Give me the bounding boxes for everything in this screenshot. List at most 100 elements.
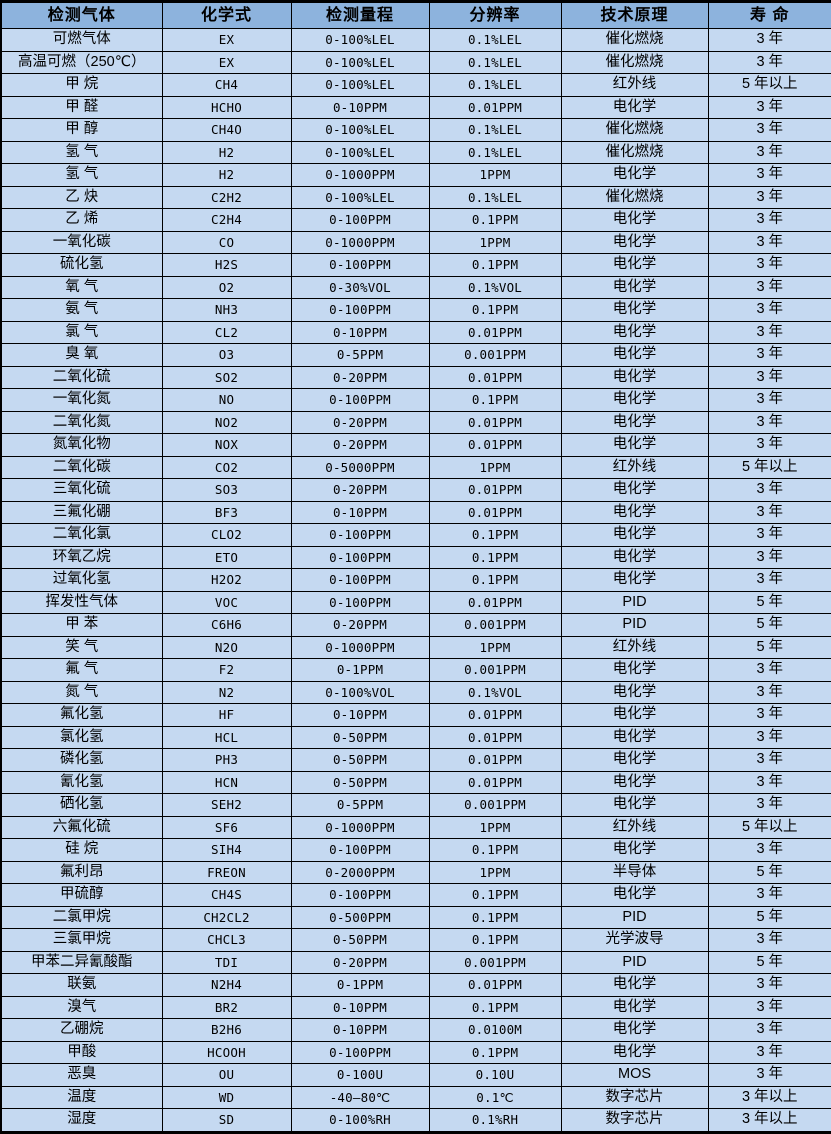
cell-life: 3 年 xyxy=(707,253,831,277)
table-row: 磷化氢 PH3 0-50PPM 0.01PPM 电化学 3 年 xyxy=(0,748,831,772)
cell-formula: CHCL3 xyxy=(161,928,292,952)
table-row: 温度 WD -40—80℃ 0.1℃ 数字芯片 3 年以上 xyxy=(0,1085,831,1109)
cell-gas: 挥发性气体 xyxy=(0,590,163,614)
cell-formula: ETO xyxy=(161,545,292,569)
cell-resolution: 0.01PPM xyxy=(428,433,562,457)
cell-tech: 电化学 xyxy=(560,320,709,344)
cell-gas: 笑 气 xyxy=(0,635,163,659)
cell-gas: 氰化氢 xyxy=(0,770,163,794)
cell-formula: CLO2 xyxy=(161,523,292,547)
cell-tech: 电化学 xyxy=(560,253,709,277)
cell-range: 0-100%LEL xyxy=(290,28,430,52)
cell-gas: 三氟化硼 xyxy=(0,500,163,524)
cell-gas: 二氧化碳 xyxy=(0,455,163,479)
cell-range: 0-5000PPM xyxy=(290,455,430,479)
cell-formula: CH4 xyxy=(161,73,292,97)
cell-life: 3 年 xyxy=(707,320,831,344)
cell-gas: 臭 氧 xyxy=(0,343,163,367)
cell-formula: WD xyxy=(161,1085,292,1109)
table-row: 氰化氢 HCN 0-50PPM 0.01PPM 电化学 3 年 xyxy=(0,770,831,794)
cell-resolution: 0.01PPM xyxy=(428,95,562,119)
cell-range: 0-100PPM xyxy=(290,568,430,592)
table-row: 甲 醇 CH4O 0-100%LEL 0.1%LEL 催化燃烧 3 年 xyxy=(0,118,831,142)
table-row: 二氧化氮 NO2 0-20PPM 0.01PPM 电化学 3 年 xyxy=(0,410,831,434)
cell-range: 0-20PPM xyxy=(290,433,430,457)
cell-formula: EX xyxy=(161,28,292,52)
cell-tech: 电化学 xyxy=(560,500,709,524)
cell-gas: 氯 气 xyxy=(0,320,163,344)
cell-gas: 甲 烷 xyxy=(0,73,163,97)
table-row: 二氧化碳 CO2 0-5000PPM 1PPM 红外线 5 年以上 xyxy=(0,455,831,479)
cell-gas: 环氧乙烷 xyxy=(0,545,163,569)
cell-resolution: 0.001PPM xyxy=(428,658,562,682)
cell-gas: 甲 醇 xyxy=(0,118,163,142)
table-row: 甲 醛 HCHO 0-10PPM 0.01PPM 电化学 3 年 xyxy=(0,95,831,119)
cell-life: 3 年 xyxy=(707,410,831,434)
cell-gas: 联氨 xyxy=(0,973,163,997)
cell-gas: 三氧化硫 xyxy=(0,478,163,502)
cell-life: 3 年 xyxy=(707,163,831,187)
cell-range: 0-1000PPM xyxy=(290,163,430,187)
cell-formula: B2H6 xyxy=(161,1018,292,1042)
cell-tech: 电化学 xyxy=(560,703,709,727)
cell-tech: 电化学 xyxy=(560,95,709,119)
cell-life: 3 年 xyxy=(707,478,831,502)
cell-formula: F2 xyxy=(161,658,292,682)
cell-range: 0-100%LEL xyxy=(290,185,430,209)
cell-tech: 电化学 xyxy=(560,838,709,862)
cell-life: 3 年 xyxy=(707,343,831,367)
cell-life: 3 年 xyxy=(707,433,831,457)
table-header-row: 检测气体 化学式 检测量程 分辨率 技术原理 寿 命 xyxy=(0,1,831,29)
cell-gas: 溴气 xyxy=(0,995,163,1019)
cell-life: 3 年 xyxy=(707,365,831,389)
cell-range: 0-10PPM xyxy=(290,995,430,1019)
cell-gas: 可燃气体 xyxy=(0,28,163,52)
cell-range: 0-100%LEL xyxy=(290,118,430,142)
cell-range: 0-20PPM xyxy=(290,365,430,389)
cell-resolution: 0.1PPM xyxy=(428,883,562,907)
cell-resolution: 0.1PPM xyxy=(428,253,562,277)
cell-life: 3 年 xyxy=(707,995,831,1019)
table-row: 三氟化硼 BF3 0-10PPM 0.01PPM 电化学 3 年 xyxy=(0,500,831,524)
table-row: 氟 气 F2 0-1PPM 0.001PPM 电化学 3 年 xyxy=(0,658,831,682)
cell-resolution: 0.1PPM xyxy=(428,838,562,862)
cell-life: 3 年 xyxy=(707,703,831,727)
cell-tech: 电化学 xyxy=(560,973,709,997)
cell-tech: 电化学 xyxy=(560,748,709,772)
cell-range: 0-50PPM xyxy=(290,748,430,772)
cell-resolution: 0.01PPM xyxy=(428,410,562,434)
cell-formula: H2 xyxy=(161,140,292,164)
cell-formula: SF6 xyxy=(161,815,292,839)
table-row: 硒化氢 SEH2 0-5PPM 0.001PPM 电化学 3 年 xyxy=(0,793,831,817)
cell-formula: H2O2 xyxy=(161,568,292,592)
cell-resolution: 0.01PPM xyxy=(428,973,562,997)
cell-tech: 催化燃烧 xyxy=(560,140,709,164)
cell-resolution: 1PPM xyxy=(428,635,562,659)
cell-formula: NH3 xyxy=(161,298,292,322)
cell-tech: 电化学 xyxy=(560,298,709,322)
table-row: 乙硼烷 B2H6 0-10PPM 0.0100M 电化学 3 年 xyxy=(0,1018,831,1042)
cell-resolution: 0.001PPM xyxy=(428,950,562,974)
cell-resolution: 0.001PPM xyxy=(428,343,562,367)
cell-tech: 红外线 xyxy=(560,455,709,479)
cell-gas: 二氧化氯 xyxy=(0,523,163,547)
cell-formula: H2S xyxy=(161,253,292,277)
cell-formula: VOC xyxy=(161,590,292,614)
table-row: 联氨 N2H4 0-1PPM 0.01PPM 电化学 3 年 xyxy=(0,973,831,997)
cell-resolution: 0.1PPM xyxy=(428,298,562,322)
column-header-resolution: 分辨率 xyxy=(428,1,562,29)
cell-gas: 温度 xyxy=(0,1085,163,1109)
cell-resolution: 0.1%VOL xyxy=(428,275,562,299)
table-row: 氟化氢 HF 0-10PPM 0.01PPM 电化学 3 年 xyxy=(0,703,831,727)
cell-resolution: 0.1PPM xyxy=(428,545,562,569)
cell-tech: 电化学 xyxy=(560,883,709,907)
cell-formula: NO2 xyxy=(161,410,292,434)
cell-tech: 电化学 xyxy=(560,433,709,457)
cell-resolution: 0.1PPM xyxy=(428,905,562,929)
table-row: 一氧化碳 CO 0-1000PPM 1PPM 电化学 3 年 xyxy=(0,230,831,254)
cell-resolution: 0.01PPM xyxy=(428,770,562,794)
cell-life: 3 年 xyxy=(707,973,831,997)
cell-range: 0-20PPM xyxy=(290,950,430,974)
table-row: 硅 烷 SIH4 0-100PPM 0.1PPM 电化学 3 年 xyxy=(0,838,831,862)
